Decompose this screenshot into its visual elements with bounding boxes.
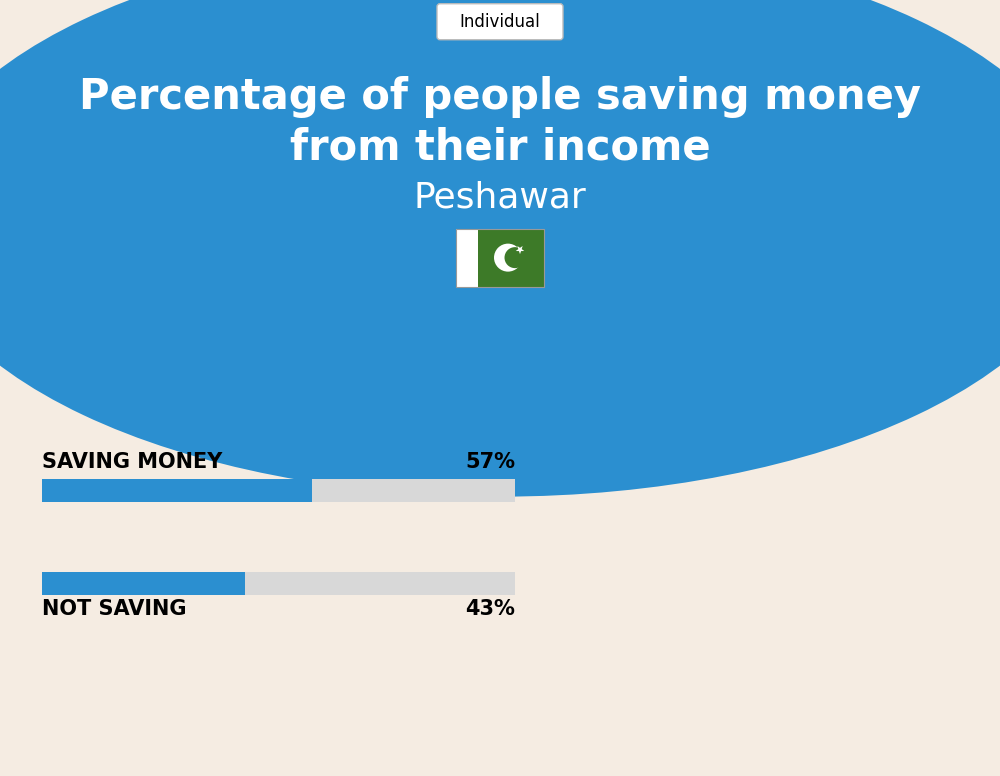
Bar	[456, 229, 544, 286]
FancyBboxPatch shape	[437, 4, 563, 40]
Bar	[478, 229, 544, 286]
Polygon shape	[516, 246, 524, 254]
Text: SAVING MONEY: SAVING MONEY	[42, 452, 222, 472]
Text: Peshawar: Peshawar	[414, 181, 586, 215]
Bar	[42, 572, 515, 595]
Bar	[42, 572, 245, 595]
Bar	[456, 229, 478, 286]
Ellipse shape	[0, 0, 1000, 497]
Text: from their income: from their income	[290, 126, 710, 168]
Circle shape	[494, 244, 522, 272]
Text: NOT SAVING: NOT SAVING	[42, 599, 186, 619]
Bar	[42, 479, 312, 502]
Text: 57%: 57%	[465, 452, 515, 472]
Text: 43%: 43%	[465, 599, 515, 619]
Bar	[42, 479, 515, 502]
Text: Percentage of people saving money: Percentage of people saving money	[79, 76, 921, 118]
Circle shape	[505, 247, 526, 268]
Text: Individual: Individual	[460, 12, 540, 31]
